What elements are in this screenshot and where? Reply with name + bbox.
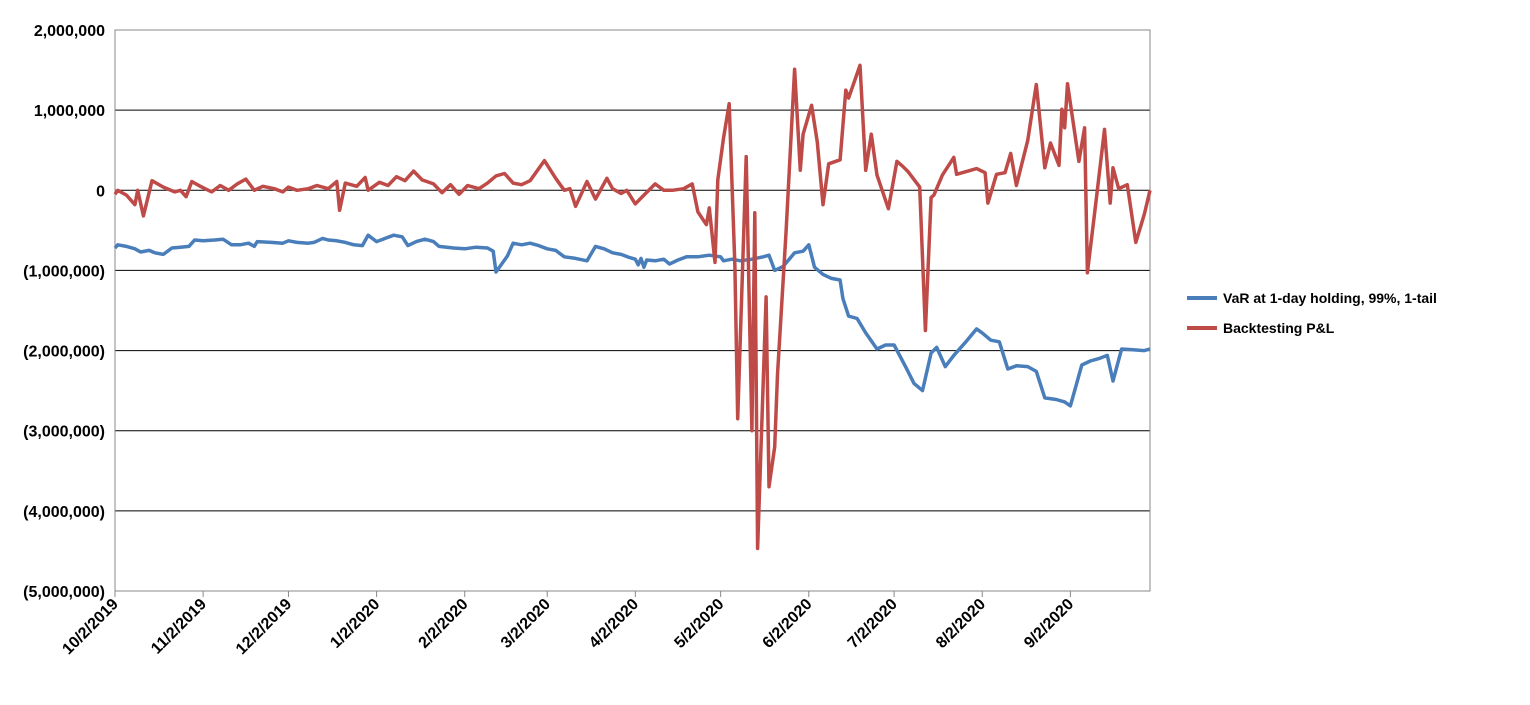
x-tick-label: 1/2/2020 bbox=[327, 596, 383, 652]
series-group bbox=[113, 63, 1152, 551]
y-tick-label: 1,000,000 bbox=[34, 103, 105, 120]
y-tick-label: (5,000,000) bbox=[23, 584, 105, 601]
x-tick-label: 8/2/2020 bbox=[933, 596, 989, 652]
x-tick-label: 11/2/2019 bbox=[148, 596, 210, 658]
x-tick-label: 2/2/2020 bbox=[416, 596, 472, 652]
x-tick-label: 5/2/2020 bbox=[671, 596, 727, 652]
x-tick-label: 12/2/2019 bbox=[233, 596, 295, 658]
y-tick-label: 2,000,000 bbox=[34, 23, 105, 40]
x-tick-label: 6/2/2020 bbox=[760, 596, 816, 652]
y-tick-label: (3,000,000) bbox=[23, 424, 105, 441]
x-tick-label: 4/2/2020 bbox=[586, 596, 642, 652]
x-tick-label: 3/2/2020 bbox=[498, 596, 554, 652]
series-line-var bbox=[113, 233, 1151, 408]
legend-entry-label: VaR at 1-day holding, 99%, 1-tail bbox=[1223, 290, 1437, 306]
y-tick-label: (1,000,000) bbox=[23, 263, 105, 280]
plot-area-border bbox=[114, 29, 1151, 592]
y-tick-label: 0 bbox=[96, 183, 105, 200]
y-axis: 2,000,000 1,000,000 0 (1,000,000) (2,000,000… bbox=[23, 23, 105, 601]
legend: VaR at 1-day holding, 99%, 1-tail Backtes… bbox=[1187, 290, 1437, 336]
gridlines bbox=[115, 29, 1150, 592]
y-tick-label: (4,000,000) bbox=[23, 504, 105, 521]
x-tick-label: 10/2/2019 bbox=[59, 596, 121, 658]
y-tick-label: (2,000,000) bbox=[23, 344, 105, 361]
x-tick-label: 9/2/2020 bbox=[1021, 596, 1077, 652]
x-tick-label: 7/2/2020 bbox=[845, 596, 901, 652]
x-axis: 10/2/2019 11/2/2019 12/2/2019 1/2/2020 2/2/2… bbox=[59, 591, 1077, 658]
legend-entry-label: Backtesting P&L bbox=[1223, 320, 1335, 336]
series-line-pnl bbox=[113, 63, 1152, 551]
